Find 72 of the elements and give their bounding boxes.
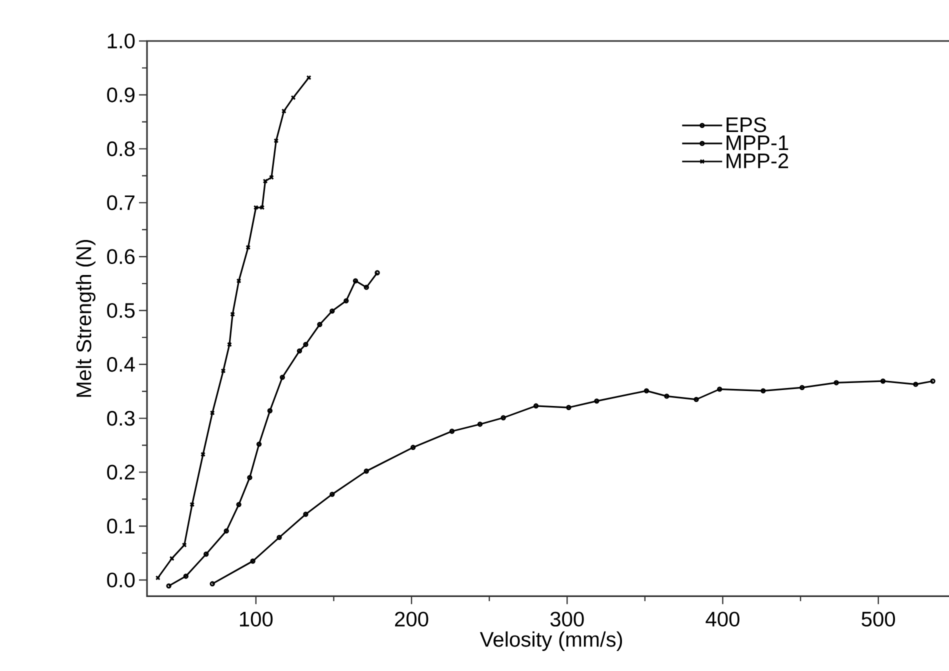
point: [281, 108, 286, 114]
point: [717, 386, 722, 392]
y-tick-label: 0.5: [107, 303, 135, 318]
point: [262, 178, 268, 184]
point: [274, 138, 279, 144]
point: [760, 388, 766, 394]
point: [236, 502, 242, 508]
y-tick-label: 0.6: [107, 249, 135, 264]
point: [226, 342, 232, 347]
point: [256, 442, 262, 447]
point: [834, 380, 839, 386]
y-tick-label: 0.4: [107, 356, 135, 372]
y-tick-label: 0.8: [107, 141, 135, 156]
point: [880, 378, 886, 384]
point: [477, 422, 483, 427]
point: [204, 552, 209, 557]
point: [268, 174, 274, 180]
point: [220, 368, 226, 374]
point: [236, 278, 242, 284]
point: [183, 574, 188, 579]
point: [280, 374, 285, 380]
point: [410, 444, 416, 450]
point: [364, 284, 369, 290]
point: [330, 308, 335, 314]
point: [200, 452, 206, 457]
x-tick-label: 500: [862, 612, 896, 627]
point: [664, 394, 670, 399]
point: [247, 474, 252, 480]
x-tick-label: 100: [240, 612, 273, 627]
point: [799, 384, 805, 390]
point: [224, 528, 229, 534]
point: [296, 348, 302, 354]
x-axis-title: Velosity (mm/s): [480, 631, 622, 651]
point: [290, 95, 296, 100]
y-tick-label: 0.3: [107, 410, 135, 426]
point: [182, 542, 187, 548]
point: [566, 404, 572, 410]
y-tick-label: 0.1: [107, 518, 134, 534]
point: [210, 410, 215, 416]
y-axis-title: Melt Strength (N): [76, 240, 96, 397]
point: [303, 512, 308, 517]
x-tick-label: 200: [395, 612, 428, 627]
point: [303, 342, 308, 348]
y-tick-label: 0.2: [107, 464, 134, 480]
point: [500, 415, 506, 420]
point: [352, 278, 358, 284]
y-tick-label: 0.9: [107, 87, 134, 102]
legend-label: MPP-2: [726, 153, 788, 168]
y-tick-label: 0.7: [107, 195, 134, 210]
point: [190, 502, 195, 508]
point: [276, 534, 282, 540]
point: [694, 396, 699, 402]
point: [533, 403, 539, 408]
point: [169, 556, 174, 561]
point: [267, 408, 273, 414]
point: [330, 492, 335, 497]
x-tick-label: 300: [550, 612, 584, 627]
point: [246, 244, 251, 250]
point: [594, 398, 600, 404]
legend-label: EPS: [726, 117, 766, 132]
point: [644, 388, 650, 394]
point: [250, 558, 256, 564]
point: [230, 312, 236, 317]
point: [344, 298, 349, 304]
legend-label: MPP-1: [726, 135, 788, 150]
y-tick-label: 1.0: [108, 34, 135, 48]
y-tick-label: 0.0: [107, 572, 135, 588]
x-tick-label: 400: [706, 612, 740, 627]
point: [449, 428, 455, 434]
point: [317, 322, 322, 328]
point: [364, 468, 369, 474]
point: [913, 382, 918, 387]
